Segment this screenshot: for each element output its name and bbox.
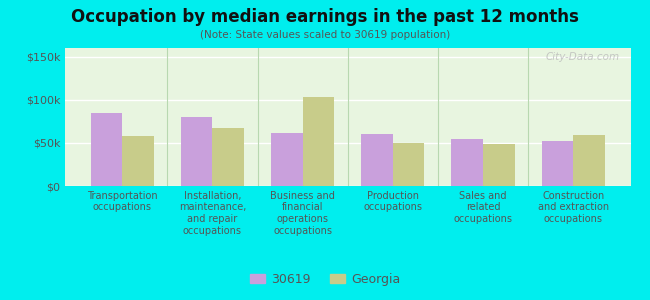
Bar [452, 139, 483, 186]
Bar [573, 135, 604, 186]
Bar [483, 144, 515, 186]
Legend: 30619, Georgia: 30619, Georgia [245, 268, 405, 291]
Bar [541, 141, 573, 186]
Bar [122, 136, 154, 186]
Bar [303, 97, 334, 186]
Bar [361, 134, 393, 186]
Text: Occupation by median earnings in the past 12 months: Occupation by median earnings in the pas… [71, 8, 579, 26]
Bar [181, 117, 213, 186]
Bar [271, 133, 303, 186]
Bar [393, 143, 424, 186]
Bar [91, 113, 122, 186]
Text: City-Data.com: City-Data.com [545, 52, 619, 62]
Bar [213, 128, 244, 186]
Text: (Note: State values scaled to 30619 population): (Note: State values scaled to 30619 popu… [200, 30, 450, 40]
